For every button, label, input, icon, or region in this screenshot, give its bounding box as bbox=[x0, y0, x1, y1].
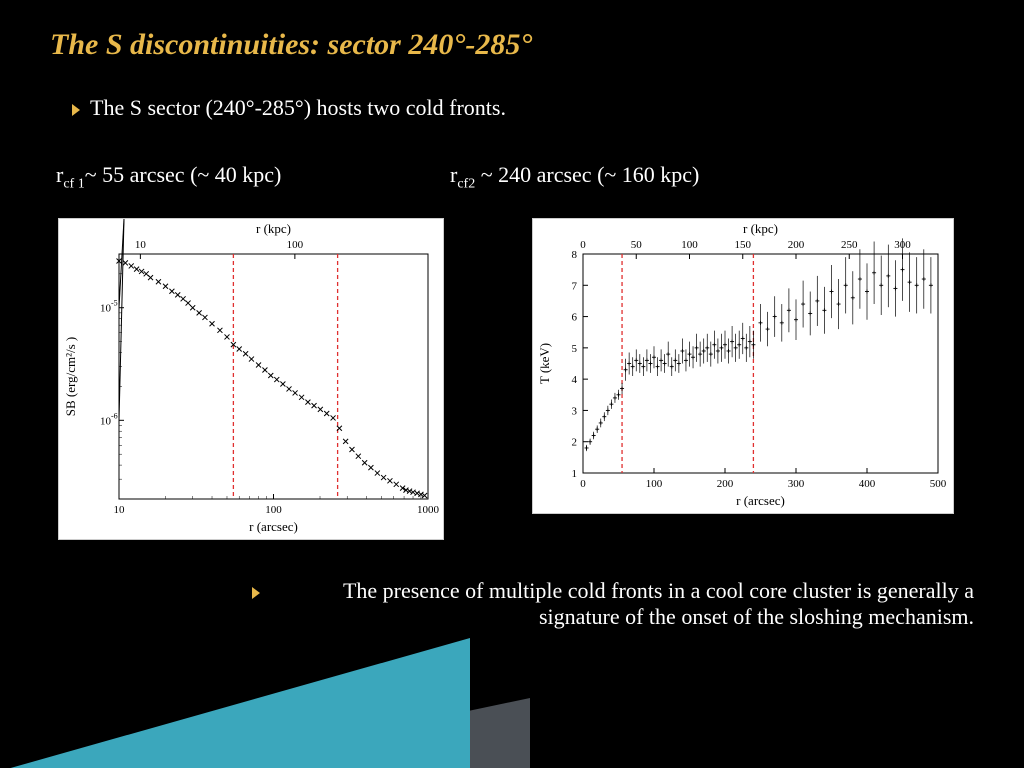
bullet-marker-icon bbox=[72, 104, 80, 116]
svg-text:1: 1 bbox=[572, 468, 578, 480]
svg-text:-5: -5 bbox=[111, 299, 118, 308]
svg-text:100: 100 bbox=[681, 239, 698, 251]
svg-text:250: 250 bbox=[841, 239, 858, 251]
svg-text:2: 2 bbox=[572, 437, 578, 449]
chart-sb-svg: 10100100010-610-510100r (kpc)r (arcsec)S… bbox=[59, 219, 443, 539]
svg-text:200: 200 bbox=[788, 239, 805, 251]
svg-text:T (keV): T (keV) bbox=[537, 343, 552, 384]
svg-text:r (arcsec): r (arcsec) bbox=[736, 493, 785, 508]
svg-text:200: 200 bbox=[717, 478, 734, 490]
svg-text:50: 50 bbox=[631, 239, 643, 251]
svg-text:10: 10 bbox=[100, 303, 112, 315]
svg-text:6: 6 bbox=[572, 312, 578, 324]
rcf2-sub: cf2 bbox=[457, 176, 475, 191]
rcf2-post: ~ 240 arcsec (~ 160 kpc) bbox=[475, 162, 699, 187]
svg-text:100: 100 bbox=[646, 478, 663, 490]
chart-sb: 10100100010-610-510100r (kpc)r (arcsec)S… bbox=[58, 218, 444, 540]
slide-title: The S discontinuities: sector 240°-285° bbox=[50, 28, 532, 62]
svg-text:10: 10 bbox=[100, 415, 112, 427]
svg-text:500: 500 bbox=[930, 478, 947, 490]
svg-text:-6: -6 bbox=[111, 411, 118, 420]
svg-text:r (kpc): r (kpc) bbox=[743, 221, 778, 236]
slide: The S discontinuities: sector 240°-285° … bbox=[0, 0, 1024, 768]
decor-triangle-teal bbox=[0, 638, 470, 768]
svg-text:7: 7 bbox=[572, 280, 578, 292]
rcf1-label: rcf 1~ 55 arcsec (~ 40 kpc) bbox=[56, 162, 281, 192]
svg-text:r (kpc): r (kpc) bbox=[256, 221, 291, 236]
svg-text:0: 0 bbox=[580, 239, 586, 251]
rcf2-label: rcf2 ~ 240 arcsec (~ 160 kpc) bbox=[450, 162, 699, 192]
svg-text:400: 400 bbox=[859, 478, 876, 490]
svg-text:4: 4 bbox=[572, 374, 578, 386]
svg-text:1000: 1000 bbox=[417, 504, 440, 516]
chart-temp-svg: 0100200300400500123456780501001502002503… bbox=[533, 219, 953, 513]
chart-temp: 0100200300400500123456780501001502002503… bbox=[532, 218, 954, 514]
bullet-1: The S sector (240°-285°) hosts two cold … bbox=[72, 95, 506, 121]
svg-text:150: 150 bbox=[735, 239, 752, 251]
svg-text:10: 10 bbox=[135, 239, 147, 251]
svg-text:r (arcsec): r (arcsec) bbox=[249, 519, 298, 534]
svg-text:3: 3 bbox=[572, 405, 578, 417]
svg-text:5: 5 bbox=[572, 343, 578, 355]
bullet-2-text: The presence of multiple cold fronts in … bbox=[270, 578, 974, 630]
bullet-marker-icon bbox=[252, 587, 260, 599]
svg-text:0: 0 bbox=[580, 478, 586, 490]
svg-text:300: 300 bbox=[788, 478, 805, 490]
svg-text:100: 100 bbox=[265, 504, 282, 516]
svg-text:100: 100 bbox=[287, 239, 304, 251]
bullet-1-text: The S sector (240°-285°) hosts two cold … bbox=[90, 95, 506, 121]
bullet-2: The presence of multiple cold fronts in … bbox=[252, 578, 974, 630]
rcf1-post: ~ 55 arcsec (~ 40 kpc) bbox=[85, 162, 282, 187]
svg-text:10: 10 bbox=[114, 504, 126, 516]
svg-text:SB (erg/cm²/s ): SB (erg/cm²/s ) bbox=[63, 337, 78, 417]
svg-text:8: 8 bbox=[572, 249, 578, 261]
rcf1-sub: cf 1 bbox=[63, 176, 84, 191]
